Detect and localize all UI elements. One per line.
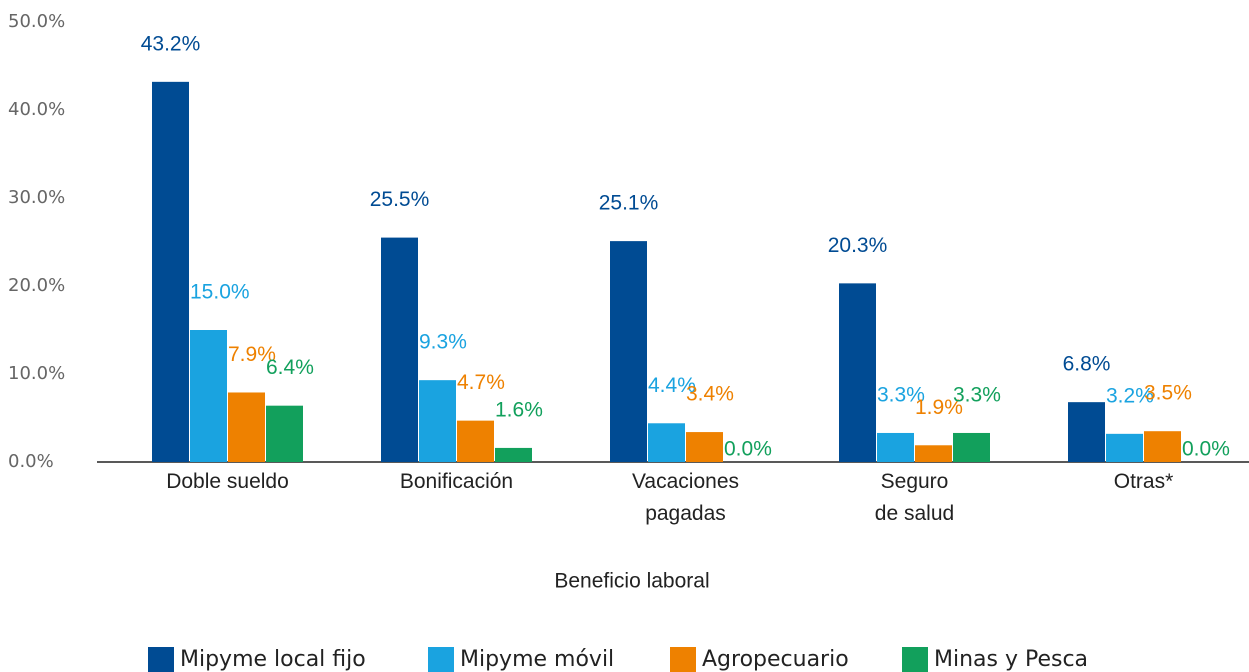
legend-label: Agropecuario	[702, 647, 849, 672]
x-tick-line: Otras*	[1114, 470, 1174, 493]
value-label: 6.8%	[1063, 353, 1111, 376]
value-label: 25.5%	[370, 188, 430, 211]
value-label: 1.9%	[915, 396, 963, 419]
x-tick-line: de salud	[875, 502, 954, 525]
value-label: 7.9%	[228, 343, 276, 366]
value-label: 43.2%	[141, 32, 201, 55]
bar	[228, 392, 265, 462]
value-label: 3.3%	[877, 384, 925, 407]
value-label: 3.5%	[1144, 382, 1192, 405]
bar	[457, 420, 494, 462]
bar	[915, 445, 952, 462]
bar	[495, 447, 532, 462]
value-label: 25.1%	[599, 192, 659, 215]
bar	[152, 81, 189, 462]
legend-swatch	[902, 647, 928, 672]
x-tick-line: Seguro	[881, 470, 949, 493]
bar	[1144, 431, 1181, 462]
value-label: 3.4%	[686, 383, 734, 406]
x-tick-line: Bonificación	[400, 470, 513, 493]
legend-swatch	[148, 647, 174, 672]
bar	[1106, 433, 1143, 462]
bar	[190, 330, 227, 462]
bar	[839, 283, 876, 462]
legend-label: Minas y Pesca	[934, 647, 1088, 672]
value-label: 4.7%	[457, 371, 505, 394]
bar	[648, 423, 685, 462]
y-tick-label: 0.0%	[8, 451, 54, 472]
value-label: 20.3%	[828, 234, 888, 257]
x-axis-label: Beneficio laboral	[554, 570, 709, 593]
bar	[610, 241, 647, 462]
value-label: 0.0%	[724, 438, 772, 461]
y-tick-label: 20.0%	[8, 275, 65, 296]
value-label: 6.4%	[266, 356, 314, 379]
value-label: 4.4%	[648, 374, 696, 397]
bar	[419, 380, 456, 462]
x-tick-line: pagadas	[645, 502, 726, 525]
value-label: 3.3%	[953, 384, 1001, 407]
legend-label: Mipyme móvil	[460, 647, 614, 672]
x-tick-line: Vacaciones	[632, 470, 739, 493]
legend-label: Mipyme local fijo	[180, 647, 366, 672]
bar	[953, 432, 990, 462]
y-tick-label: 50.0%	[8, 11, 65, 32]
y-tick-label: 30.0%	[8, 187, 65, 208]
bar	[686, 432, 723, 462]
bar	[877, 432, 914, 462]
x-tick-label: Bonificación	[400, 470, 513, 493]
value-label: 9.3%	[419, 331, 467, 354]
legend-swatch	[428, 647, 454, 672]
y-tick-label: 10.0%	[8, 363, 65, 384]
legend-swatch	[670, 647, 696, 672]
value-label: 3.2%	[1106, 384, 1154, 407]
value-label: 0.0%	[1182, 438, 1230, 461]
x-tick-line: Doble sueldo	[166, 470, 289, 493]
value-label: 15.0%	[190, 281, 250, 304]
y-tick-label: 40.0%	[8, 99, 65, 120]
x-tick-label: Vacaciones pagadas	[632, 470, 739, 525]
x-tick-label: Doble sueldo	[166, 470, 289, 493]
bar	[266, 405, 303, 462]
bar	[381, 237, 418, 462]
x-tick-label: Seguro de salud	[875, 470, 954, 525]
bar	[1068, 402, 1105, 462]
x-tick-label: Otras*	[1114, 470, 1174, 493]
value-label: 1.6%	[495, 398, 543, 421]
